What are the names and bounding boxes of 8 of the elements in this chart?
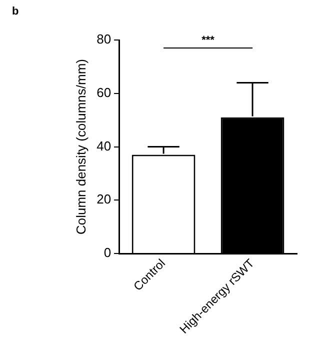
text: b — [12, 6, 19, 18]
y-tick-label: 60 — [96, 84, 112, 100]
y-axis-title: Column density (columns/mm) — [73, 59, 88, 235]
y-tick-label: 80 — [96, 32, 112, 47]
y-tick-label: 20 — [96, 192, 112, 207]
annotation: *** — [202, 34, 216, 47]
y-tick-label: 0 — [104, 245, 112, 260]
y-tick-label: 40 — [96, 138, 112, 154]
